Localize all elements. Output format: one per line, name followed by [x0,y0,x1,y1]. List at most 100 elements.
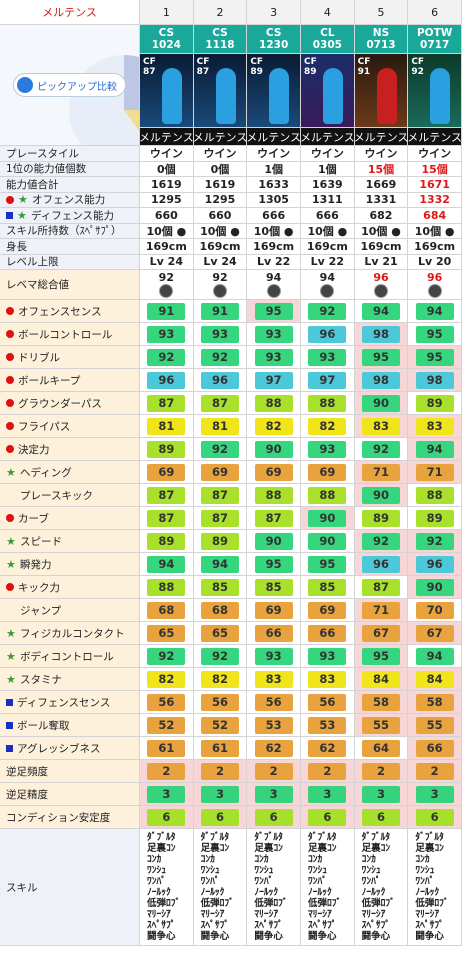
marker-dot [6,422,14,430]
marker-star: ★ [6,649,16,663]
marker-dot [6,353,14,361]
stat-value: Lv 21 [354,254,409,270]
ability-badge: 56 [308,693,347,711]
player-figure [162,68,182,124]
code-number: 0717 [420,39,450,51]
card-name: メルテンス [140,128,194,146]
skill-name: ﾀﾞﾌﾞﾙﾀ [415,832,444,843]
skills-cell: ﾀﾞﾌﾞﾙﾀ 足裏ｺﾝ ｺﾝｶ ﾜﾝｼｭ ﾜﾝﾊﾟ ﾉｰﾙｯｸ 低弾ﾛﾌﾞ ﾏﾘｰｼｱ ｽﾍﾟｻ… [301,829,355,946]
ability-label-text: アグレッシブネス [17,742,101,755]
ability-badge: 69 [308,601,347,619]
foot-badge: 6 [200,808,239,826]
skills-cell: ﾀﾞﾌﾞﾙﾀ 足裏ｺﾝ ｺﾝｶ ﾜﾝｼｭ ﾜﾝﾊﾟ ﾉｰﾙｯｸ 低弾ﾛﾌﾞ ﾏﾘｰｼｱ ｽﾍﾟｻ… [354,829,409,946]
ability-badge: 96 [147,371,186,389]
ability-badge: 56 [147,693,186,711]
marker-square [6,744,13,752]
ability-badge: 87 [200,486,239,504]
card-name: メルテンス [193,128,248,146]
ability-label: キック力 [0,576,140,599]
foot-cell: 2 [193,760,248,783]
level-max-cell: 94 [247,270,301,300]
stat-value: 1671 [408,177,462,193]
skill-name: ﾉｰﾙｯｸ [200,887,225,898]
stat-label-text: 1位の能力値個数 [6,163,87,176]
foot-badge: 2 [200,762,239,780]
ability-cell: 67 [354,622,409,645]
skill-name: ﾜﾝｼｭ [308,865,328,876]
ability-cell: 62 [301,737,355,760]
skill-name: 闘争心 [254,931,283,942]
ability-badge: 82 [147,670,186,688]
foot-label: コンディション安定度 [0,806,140,829]
foot-label: 逆足頻度 [0,760,140,783]
ability-badge: 93 [308,647,347,665]
skill-name: 闘争心 [361,931,391,942]
ability-badge: 93 [254,348,293,366]
ability-badge: 66 [308,624,347,642]
ability-label-text: ボールコントロール [18,328,113,341]
foot-cell: 6 [354,806,409,829]
ability-label: ★ スピード [0,530,140,553]
ability-badge: 92 [200,440,239,458]
stat-value: Lv 22 [247,254,301,270]
foot-badge: 3 [200,785,239,803]
ability-cell: 96 [354,553,409,576]
ability-cell: 94 [408,438,462,461]
foot-badge: 6 [254,808,293,826]
foot-cell: 3 [301,783,355,806]
ability-cell: 96 [408,553,462,576]
ability-badge: 82 [308,417,347,435]
ability-badge: 96 [308,325,347,343]
skill-name: ﾜﾝｼｭ [361,865,381,876]
ability-cell: 66 [301,622,355,645]
skill-name: ﾜﾝﾊﾟ [361,876,381,887]
foot-badge: 6 [361,808,400,826]
ability-badge: 95 [415,348,454,366]
ability-badge: 89 [415,509,454,527]
stat-label: ★ オフェンス能力 [0,192,140,208]
marker-dot [6,330,14,338]
ability-cell: 97 [247,369,301,392]
foot-cell: 6 [408,806,462,829]
ability-cell: 87 [140,507,194,530]
ability-label-text: プレースキック [20,489,93,502]
level-icon [159,283,174,298]
marker-square [6,211,13,219]
skill-name: ﾉｰﾙｯｸ [308,887,332,898]
ability-badge: 66 [415,739,454,757]
ability-badge: 94 [200,555,239,573]
ability-cell: 87 [193,484,248,507]
ability-badge: 92 [361,440,400,458]
ability-badge: 96 [415,555,454,573]
ability-badge: 89 [147,440,186,458]
ability-badge: 93 [254,647,293,665]
ability-cell: 87 [193,507,248,530]
compare-button[interactable]: ピックアップ比較 [13,73,126,97]
skill-name: ﾏﾘｰｼｱ [147,909,171,920]
stat-label-text: 身長 [6,240,27,253]
skill-name: ﾜﾝﾊﾟ [147,876,167,887]
skill-name: ｺﾝｶ [361,854,376,865]
ability-cell: 94 [408,300,462,323]
marker-dot [6,514,14,522]
ability-label: 決定力 [0,438,140,461]
ability-badge: 94 [415,302,454,320]
code-number: 0305 [312,39,342,51]
ability-badge: 95 [415,325,454,343]
ability-badge: 90 [254,440,293,458]
ability-cell: 92 [354,438,409,461]
ability-label-text: ドリブル [18,351,60,364]
code-number: 1118 [205,39,235,51]
header-title: メルテンス [0,0,140,25]
ability-badge: 68 [200,601,239,619]
level-max-value: 96 [373,270,389,284]
stat-value: 682 [354,208,409,224]
ability-cell: 89 [408,507,462,530]
ability-cell: 83 [247,668,301,691]
ability-badge: 87 [147,394,186,412]
marker-dot [6,583,14,591]
ability-badge: 90 [308,509,347,527]
skill-name: 足裏ｺﾝ [254,843,283,854]
ability-badge: 85 [200,578,239,596]
ability-cell: 52 [140,714,194,737]
